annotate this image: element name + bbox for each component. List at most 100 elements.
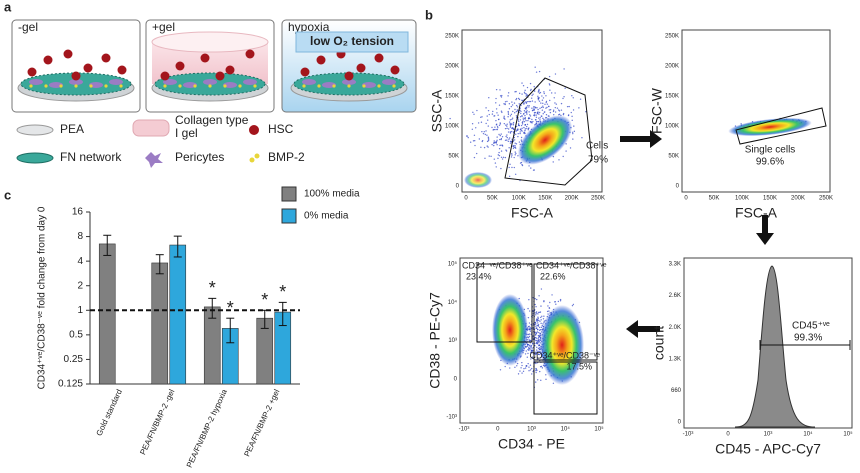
event-dot [515,143,518,145]
event-dot [480,146,482,149]
event-dot [508,147,510,149]
event-dot [536,346,538,349]
significance: * [279,282,286,302]
x-axis-label: FSC-A [735,205,778,221]
y-axis-label: SSC-A [429,89,445,132]
event-dot [521,164,524,167]
event-dot [537,91,540,93]
y-tick-label: 0 [676,184,680,190]
event-dot [485,130,487,132]
event-dot [472,111,474,114]
event-dot [523,126,525,129]
x-tick-label: Gold standard [95,388,124,437]
event-dot [538,331,540,334]
hsc [63,49,73,59]
event-dot [517,119,520,121]
event-dot [472,140,475,142]
event-dot [498,151,500,154]
y-tick-label: 200K [665,64,679,70]
event-dot [525,102,528,104]
event-dot [498,104,501,106]
event-dot [555,103,558,105]
event-dot [497,157,499,160]
y-tick-label: 150K [665,94,679,100]
event-dot [504,103,506,105]
event-dot [518,103,520,105]
event-dot [517,129,519,131]
event-dot [474,140,476,142]
event-dot [531,357,534,359]
event-dot [481,116,483,118]
event-dot [515,97,518,100]
y-tick-label: 150K [445,94,459,100]
event-dot [541,315,543,317]
event-dot [513,146,515,149]
event-dot [519,131,521,133]
event-dot [531,118,533,121]
event-dot [538,344,540,346]
event-dot [534,298,536,300]
event-dot [536,319,538,321]
pericyte [302,79,316,85]
event-dot [518,120,520,123]
event-dot [539,107,541,110]
event-dot [500,133,502,135]
y-tick-label: 2.0K [669,325,681,331]
bmp2 [29,84,33,88]
event-dot [542,97,545,99]
hsc [356,63,366,73]
y-tick-label: 1.3K [669,356,681,362]
event-dot [503,117,505,119]
event-dot [499,89,501,91]
hsc [344,71,354,81]
event-dot [482,132,485,135]
event-dot [534,303,536,306]
event-dot [528,127,530,129]
gate-name: CD34⁺ᵛᵉ/CD38⁺ᵛᵉ [536,260,607,270]
event-dot [510,105,513,108]
bmp2 [74,84,78,88]
event-dot [571,131,574,133]
x-tick-label: 0 [464,196,468,202]
event-dot [512,145,515,147]
event-dot [545,374,547,376]
event-dot [521,121,524,124]
event-dot [536,369,538,371]
event-dot [481,140,483,143]
event-dot [531,94,533,97]
event-dot [484,133,487,136]
event-dot [524,92,526,95]
event-dot [512,147,515,150]
event-dot [487,125,489,127]
event-dot [493,144,495,147]
event-dot [536,112,539,115]
legend-icon [254,153,260,159]
event-dot [507,131,510,133]
event-dot [526,345,529,347]
event-dot [512,110,514,113]
event-dot [538,70,541,73]
event-dot [540,379,542,382]
event-dot [525,125,528,128]
event-dot [534,351,537,354]
event-dot [532,120,534,123]
hsc [374,53,384,63]
event-dot [480,116,482,118]
gate [735,107,827,145]
event-dot [528,114,531,116]
event-dot [533,109,535,111]
event-dot [559,300,562,302]
event-dot [516,362,519,365]
event-dot [499,138,501,141]
event-dot [549,111,552,114]
event-dot [549,109,552,111]
event-dot [548,109,551,111]
event-dot [572,138,574,140]
event-dot [534,312,536,314]
event-dot [539,320,541,322]
event-dot [466,135,469,137]
event-dot [498,124,501,127]
event-dot [547,115,550,117]
event-dot [527,333,530,336]
event-dot [520,129,522,131]
